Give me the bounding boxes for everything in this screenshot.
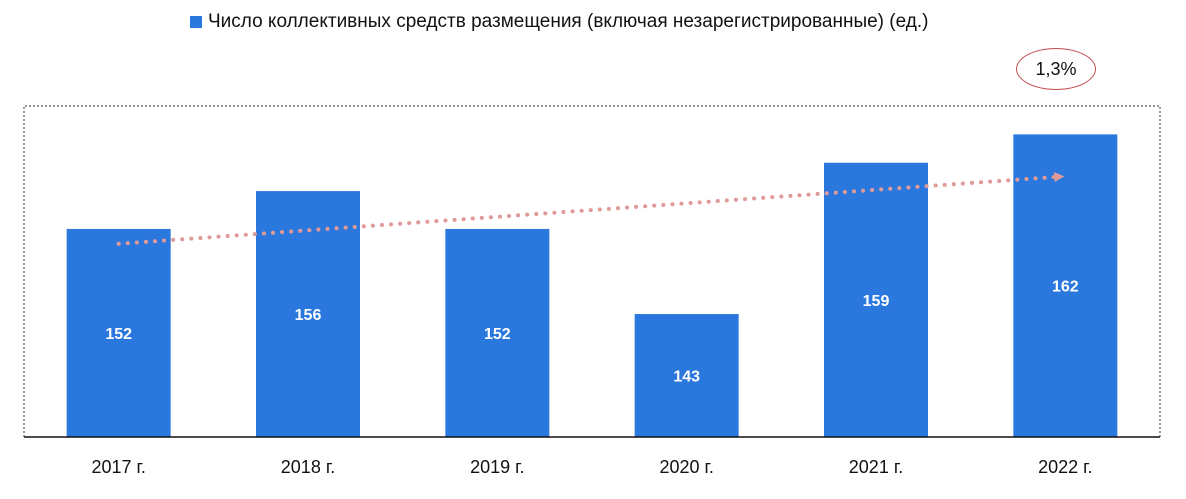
bar-value-label: 152 — [484, 326, 511, 343]
plot-frame — [23, 105, 1161, 437]
bar — [634, 314, 739, 437]
legend-swatch — [190, 16, 202, 28]
bar-value-label: 156 — [295, 307, 322, 324]
x-tick-label: 2020 г. — [659, 457, 713, 477]
x-tick-label: 2018 г. — [281, 457, 335, 477]
growth-label: 1,3% — [1035, 58, 1077, 79]
bar-value-label: 152 — [105, 326, 132, 343]
x-tick-label: 2017 г. — [91, 457, 145, 477]
bar — [824, 162, 928, 437]
chart-legend: Число коллективных средств размещения (в… — [190, 9, 928, 35]
trendline-arrow — [116, 172, 1065, 246]
x-tick-label: 2021 г. — [849, 457, 903, 477]
bar — [66, 228, 171, 437]
x-tick-label: 2022 г. — [1038, 457, 1092, 477]
bar-value-label: 143 — [673, 369, 700, 386]
bar-value-label: 162 — [1052, 279, 1079, 296]
bar — [1013, 134, 1118, 437]
bar-value-label: 159 — [863, 293, 890, 310]
bar — [445, 228, 550, 437]
legend-label: Число коллективных средств размещения (в… — [208, 11, 929, 32]
x-tick-label: 2019 г. — [470, 457, 524, 477]
growth-badge: 1,3% — [1016, 48, 1096, 90]
